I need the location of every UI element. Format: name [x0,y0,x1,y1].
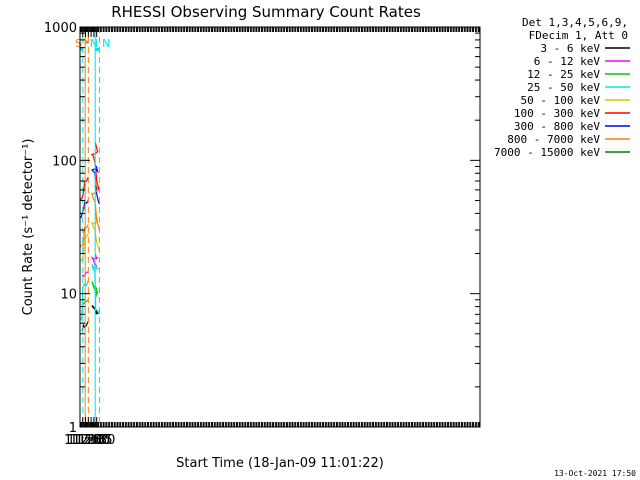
series-line [90,165,100,205]
x-tick-label: 12:15 [75,433,112,448]
legend-header-line-2: FDecim 1, Att 0 [529,29,628,42]
y-tick-label: 10 [60,288,77,303]
chart-title: RHESSI Observing Summary Count Rates [111,3,421,21]
x-axis-label: Start Time (18-Jan-09 11:01:22) [176,456,384,471]
x-tick-label: 11:30 [67,433,104,448]
y-tick-label: 1000 [44,21,77,36]
series-line [81,299,89,306]
flag-label: N [90,37,98,50]
series-line [79,224,89,249]
series-line [79,200,89,219]
plot-frame [79,26,481,428]
y-axis-label: Count Rate (s⁻¹ detector⁻¹) [21,139,36,316]
flag-marks: N NS [75,27,110,427]
y-tick-label: 100 [52,154,77,169]
x-tick-label: 12:30 [78,433,115,448]
legend-label: 6 - 12 keV [534,55,601,68]
series-marks [79,142,100,331]
legend-label: 50 - 100 keV [521,94,601,107]
flag-label: N [102,37,110,50]
series-line [91,179,100,231]
series-line [91,264,100,315]
legend-label: 25 - 50 keV [527,81,600,94]
legend-label: 800 - 7000 keV [507,133,600,146]
series-line [79,233,89,262]
x-tick-label: 11:15 [64,433,101,448]
y-tick-label: 1 [69,421,77,436]
y-axis: 1 10 100 1000 [44,21,480,436]
legend-label: 3 - 6 keV [540,42,600,55]
legend-label: 100 - 300 keV [514,107,600,120]
legend-label: 12 - 25 keV [527,68,600,81]
x-tick-label: 12:00 [72,433,109,448]
legend-label: 7000 - 15000 keV [494,146,600,159]
footer-date: 13-Oct-2021 17:50 [554,469,636,478]
x-tick-label: 11:45 [70,433,107,448]
legend-header-line-1: Det 1,3,4,5,6,9, [522,16,628,29]
flag-label: S [75,37,82,50]
legend-header: Det 1,3,4,5,6,9, FDecim 1, Att 0 [522,16,628,42]
series-line [79,176,89,201]
series-line [91,213,100,251]
series-line [90,142,100,193]
legend-label: 300 - 800 keV [514,120,600,133]
series-line [81,271,89,278]
